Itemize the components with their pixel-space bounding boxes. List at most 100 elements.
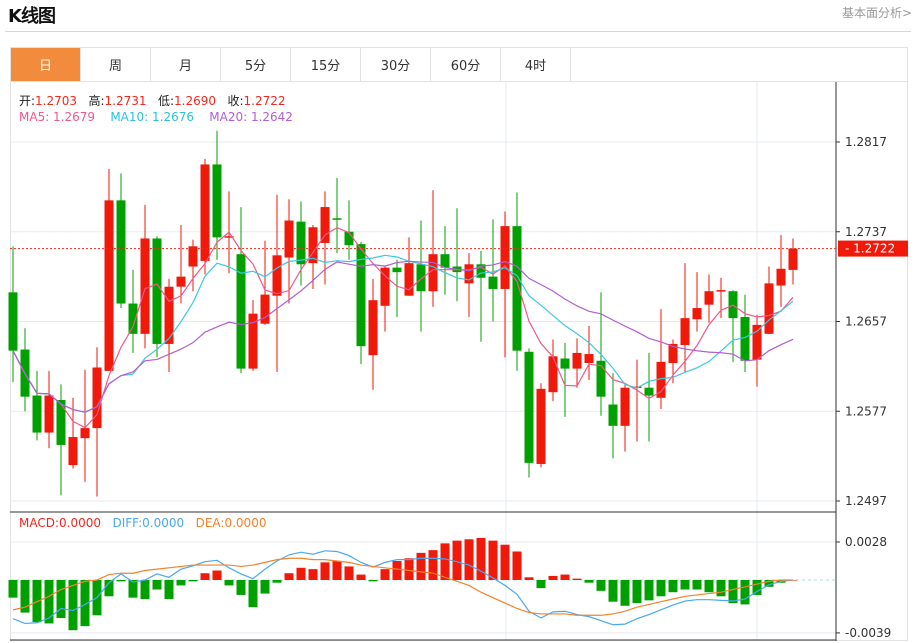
- candle: [116, 173, 126, 309]
- candle-body: [176, 276, 186, 287]
- open-label: 开:: [19, 94, 36, 108]
- candle: [296, 201, 306, 286]
- candle-body: [44, 395, 54, 433]
- ma10-value: MA10: 1.2676: [110, 110, 194, 124]
- candle-body: [692, 308, 702, 320]
- candle-body: [752, 324, 762, 360]
- candle-body: [524, 351, 534, 463]
- candle-body: [512, 226, 522, 351]
- macd-bar: [704, 580, 714, 593]
- candle-body: [500, 226, 510, 289]
- candle-body: [440, 254, 450, 268]
- macd-bar: [452, 540, 462, 580]
- candle: [788, 238, 798, 285]
- macd-bar: [20, 580, 30, 613]
- candle: [380, 266, 390, 332]
- tab-5min[interactable]: 5分: [221, 48, 291, 81]
- macd-bar: [584, 580, 594, 583]
- candle-body: [644, 387, 654, 396]
- current-price-tag: [838, 240, 908, 257]
- macd-bar: [308, 569, 318, 580]
- tab-60min[interactable]: 60分: [431, 48, 501, 81]
- candle-body: [140, 238, 150, 334]
- candle-body: [536, 388, 546, 464]
- candle: [416, 220, 426, 332]
- macd-bar: [740, 580, 750, 605]
- macd-bar: [44, 580, 54, 624]
- tab-30min[interactable]: 30分: [361, 48, 431, 81]
- candle: [368, 278, 378, 390]
- candle-body: [392, 267, 402, 273]
- candle: [164, 278, 174, 372]
- price-tick-label: 1.2577: [845, 404, 887, 418]
- candle-body: [464, 264, 474, 284]
- macd-bar: [320, 562, 330, 580]
- macd-bar: [620, 580, 630, 606]
- candle-body: [32, 395, 42, 433]
- candle: [200, 158, 210, 275]
- candle: [644, 352, 654, 442]
- macd-bar: [668, 580, 678, 593]
- tab-day[interactable]: 日: [11, 48, 81, 81]
- ohlc-info: 开:1.2703 高:1.2731 低:1.2690 收:1.2722: [19, 92, 286, 109]
- ma20-line: [12, 260, 794, 413]
- candle: [188, 239, 198, 292]
- ma10-line: [12, 254, 794, 413]
- candle: [20, 328, 30, 412]
- candle-body: [380, 267, 390, 306]
- macd-bar: [416, 552, 426, 580]
- candle: [392, 259, 402, 318]
- candle: [488, 219, 498, 322]
- macd-info: MACD:0.0000 DIFF:0.0000 DEA:0.0000: [19, 516, 266, 530]
- macd-bar: [728, 580, 738, 604]
- candle-body: [296, 221, 306, 265]
- period-tabs: 日 周 月 5分 15分 30分 60分 4时: [10, 47, 908, 82]
- candle: [308, 225, 318, 289]
- candle-body: [368, 300, 378, 356]
- tab-week[interactable]: 周: [81, 48, 151, 81]
- candle-body: [656, 361, 666, 398]
- low-value: 1.2690: [174, 94, 217, 108]
- macd-bar: [128, 580, 138, 598]
- macd-bar: [596, 580, 606, 591]
- macd-bar: [476, 537, 486, 580]
- macd-bar: [764, 580, 774, 587]
- candle-body: [320, 207, 330, 243]
- candle: [128, 269, 138, 353]
- candle: [752, 314, 762, 387]
- candle-body: [608, 404, 618, 426]
- candle-body: [104, 200, 114, 371]
- candle: [764, 266, 774, 334]
- candle-body: [764, 283, 774, 334]
- candle: [356, 241, 366, 365]
- macd-bar: [116, 580, 126, 582]
- page-title: K线图: [8, 6, 56, 27]
- candle: [740, 294, 750, 372]
- candle: [284, 199, 294, 304]
- candle-body: [596, 360, 606, 397]
- candle-body: [476, 264, 486, 278]
- candle-body: [272, 255, 282, 296]
- candle: [776, 235, 786, 307]
- macd-bar: [104, 580, 114, 597]
- tab-month[interactable]: 月: [151, 48, 221, 81]
- tab-4hour[interactable]: 4时: [501, 48, 571, 81]
- candle: [608, 373, 618, 459]
- macd-bar: [572, 578, 582, 580]
- candle-body: [704, 291, 714, 305]
- macd-bar: [152, 580, 162, 590]
- macd-bar: [440, 543, 450, 580]
- candle: [260, 240, 270, 325]
- fundamental-analysis-link[interactable]: 基本面分析>: [841, 6, 912, 20]
- macd-bar: [380, 569, 390, 580]
- candle: [212, 130, 222, 260]
- tab-15min[interactable]: 15分: [291, 48, 361, 81]
- macd-bar: [296, 567, 306, 580]
- macd-bar: [272, 580, 282, 583]
- macd-bar: [224, 580, 234, 586]
- diff-value: DIFF:0.0000: [112, 516, 185, 530]
- candle: [440, 226, 450, 295]
- candle-body: [356, 244, 366, 347]
- candle: [584, 325, 594, 380]
